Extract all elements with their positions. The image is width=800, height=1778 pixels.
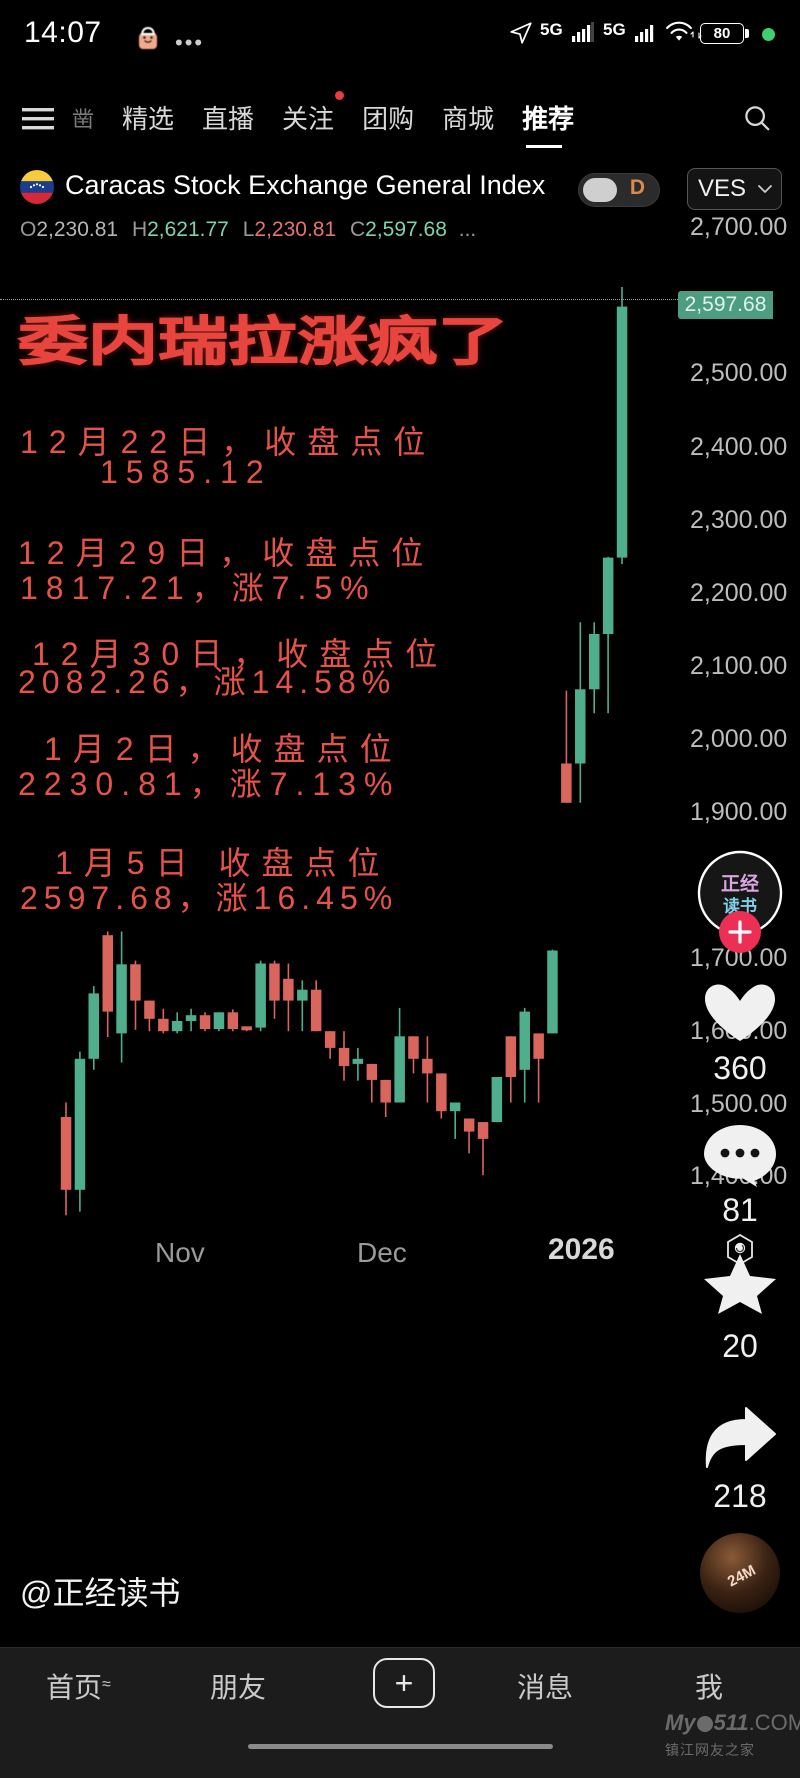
svg-text:正经: 正经: [721, 872, 759, 895]
